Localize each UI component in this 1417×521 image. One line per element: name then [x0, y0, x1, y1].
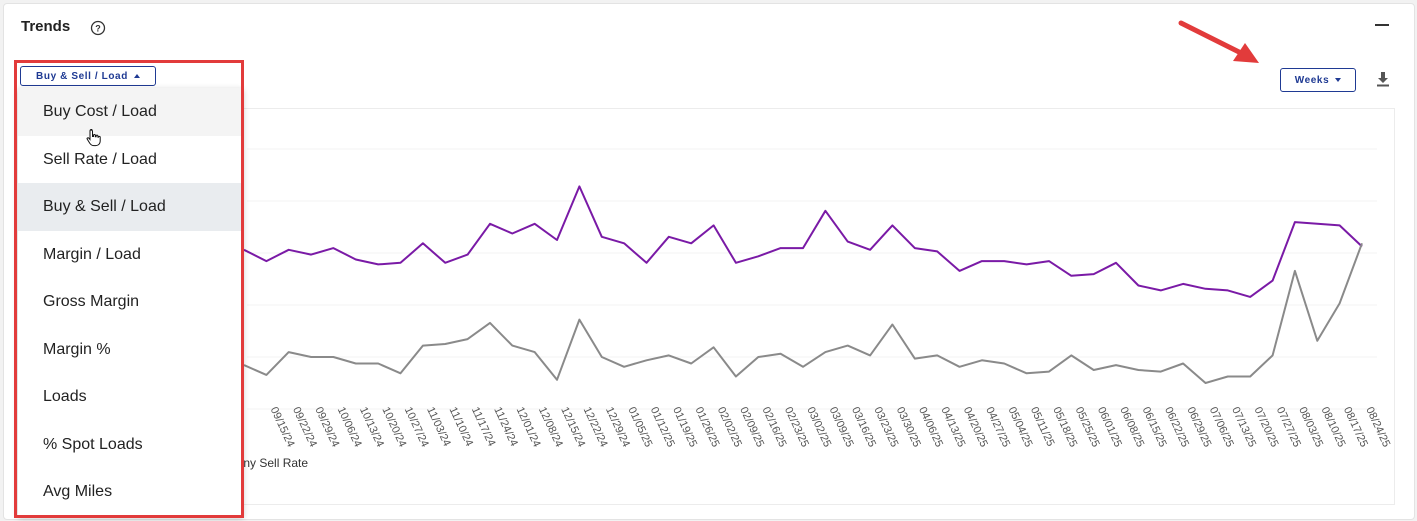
- menu-item[interactable]: Avg Miles: [43, 483, 113, 500]
- help-circle-icon[interactable]: ?: [90, 20, 106, 36]
- menu-item[interactable]: Buy Cost / Load: [18, 88, 243, 136]
- svg-text:?: ?: [95, 24, 101, 34]
- menu-item[interactable]: % Spot Loads: [43, 435, 143, 453]
- metric-select-label: Buy & Sell / Load: [36, 70, 128, 82]
- series-line-1: [243, 242, 1363, 384]
- metric-select[interactable]: Buy & Sell / Load: [20, 66, 156, 86]
- menu-item[interactable]: Gross Margin: [43, 293, 140, 310]
- menu-item[interactable]: Sell Rate / Load: [43, 150, 157, 168]
- caret-down-icon: [1335, 78, 1342, 82]
- caret-up-icon: [133, 74, 140, 78]
- menu-item[interactable]: Buy & Sell / Load: [18, 183, 243, 231]
- download-icon[interactable]: [1374, 70, 1392, 88]
- interval-select[interactable]: Weeks: [1280, 68, 1356, 92]
- chart-area: 09/15/24 09/22/24 09/29/24 10/06/24 10/13/24…: [21, 108, 1395, 505]
- menu-item[interactable]: Margin / Load: [43, 245, 141, 263]
- menu-item[interactable]: Loads: [43, 388, 87, 405]
- menu-item[interactable]: Margin %: [43, 340, 111, 358]
- metric-dropdown-menu: Buy Cost / Load Sell Rate / Load Buy & S…: [18, 88, 243, 516]
- trend-line-chart: 09/15/2409/22/2409/29/2410/06/2410/13/24…: [243, 148, 1392, 449]
- minus-icon[interactable]: [1375, 24, 1389, 26]
- hand-pointer-icon: [86, 129, 101, 147]
- card-title: Trends: [21, 18, 71, 35]
- legend-label: pany Sell Rate: [230, 456, 309, 470]
- series-line-0: [243, 185, 1363, 298]
- interval-select-label: Weeks: [1294, 74, 1330, 86]
- annotation-arrow-icon: [1178, 20, 1259, 63]
